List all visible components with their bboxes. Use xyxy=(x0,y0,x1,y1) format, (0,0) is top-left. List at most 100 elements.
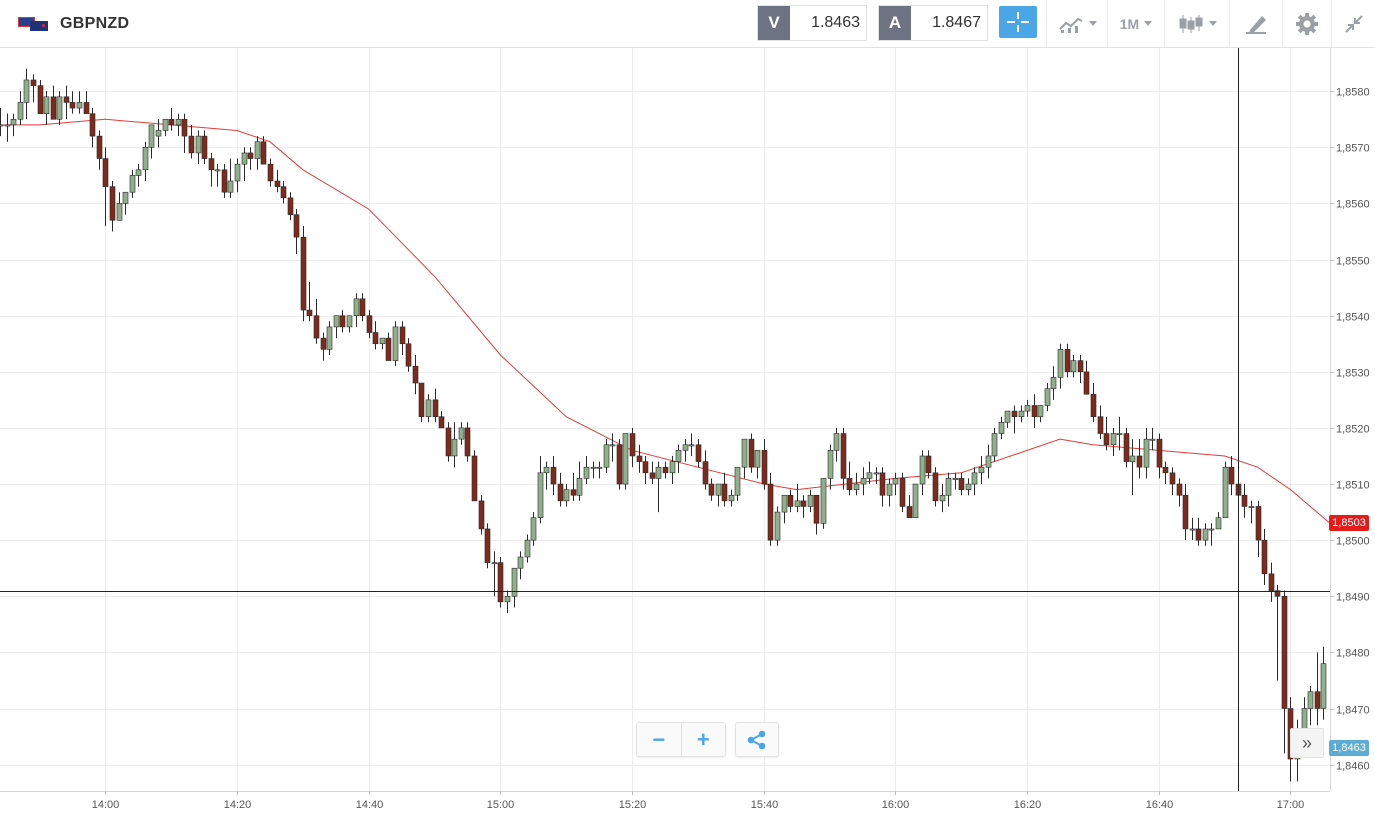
bearish-candle xyxy=(958,478,965,490)
bearish-candle xyxy=(399,326,406,345)
bearish-candle xyxy=(1123,433,1130,462)
y-tick-label: 1,8520 xyxy=(1336,424,1370,436)
bearish-candle xyxy=(800,500,807,507)
bearish-candle xyxy=(1274,590,1281,597)
bullish-candle xyxy=(952,478,959,480)
bearish-candle xyxy=(1090,393,1097,417)
bearish-candle xyxy=(385,337,392,361)
instrument-header[interactable]: GBPNZD xyxy=(18,10,129,38)
y-tick-label: 1,8530 xyxy=(1336,368,1370,380)
buy-label: A xyxy=(879,6,911,40)
bearish-candle xyxy=(932,472,939,502)
bearish-candle xyxy=(1031,405,1038,417)
scroll-to-latest-button[interactable]: » xyxy=(1290,728,1324,758)
bearish-candle xyxy=(616,444,623,485)
bullish-candle xyxy=(576,478,583,496)
timeframe-select[interactable]: 1M xyxy=(1107,0,1164,47)
bullish-candle xyxy=(853,483,860,490)
bearish-candle xyxy=(63,96,70,103)
bullish-candle xyxy=(162,118,169,131)
chart-type-icon xyxy=(1058,17,1082,33)
bullish-candle xyxy=(1037,405,1044,417)
bearish-candle xyxy=(30,79,37,86)
bearish-candle xyxy=(1268,573,1275,591)
bearish-candle xyxy=(366,315,373,333)
bullish-candle xyxy=(148,124,155,148)
chart-type-button[interactable] xyxy=(1046,0,1107,47)
bearish-candle xyxy=(1281,595,1288,709)
drawing-tools-button[interactable] xyxy=(1229,0,1282,47)
bearish-candle xyxy=(662,466,669,474)
bullish-candle xyxy=(353,298,360,316)
bearish-candle xyxy=(168,118,175,126)
bullish-candle xyxy=(195,135,202,154)
bearish-candle xyxy=(260,141,267,165)
collapse-button[interactable] xyxy=(1331,0,1375,47)
bullish-candle xyxy=(609,444,616,447)
bearish-candle xyxy=(1077,360,1084,373)
bullish-candle xyxy=(912,483,919,519)
zoom-controls: − + xyxy=(636,722,726,757)
crosshair-button[interactable] xyxy=(999,6,1037,38)
share-button[interactable] xyxy=(735,722,779,757)
bullish-candle xyxy=(56,96,63,120)
drawing-tools-icon xyxy=(1246,15,1266,34)
bullish-candle xyxy=(774,511,781,541)
bearish-candle xyxy=(188,135,195,154)
bullish-candle xyxy=(129,175,136,193)
bullish-candle xyxy=(886,483,893,496)
bearish-candle xyxy=(287,197,294,215)
zoom-out-button[interactable]: − xyxy=(652,726,666,752)
bullish-candle xyxy=(1149,438,1156,441)
sell-price-button[interactable]: V 1.8463 xyxy=(757,5,867,41)
bullish-candle xyxy=(254,141,261,159)
bearish-candle xyxy=(761,450,768,485)
bullish-candle xyxy=(10,118,17,126)
zoom-in-button[interactable]: + xyxy=(680,723,726,756)
settings-button[interactable] xyxy=(1282,0,1331,47)
bullish-candle xyxy=(1143,438,1150,468)
y-tick-label: 1,8510 xyxy=(1336,480,1370,492)
bullish-candle xyxy=(76,102,83,109)
bullish-candle xyxy=(425,399,432,417)
bearish-candle xyxy=(471,455,478,502)
buy-price-button[interactable]: A 1.8467 xyxy=(878,5,988,41)
bullish-candle xyxy=(0,124,4,127)
bearish-candle xyxy=(83,102,90,114)
x-tick-label: 16:20 xyxy=(1014,799,1042,811)
bullish-candle xyxy=(1248,506,1255,508)
bullish-candle xyxy=(135,169,142,176)
bullish-candle xyxy=(1050,377,1057,389)
bullish-candle xyxy=(214,169,221,172)
crosshair-lines xyxy=(0,48,1330,791)
y-tick-label: 1,8560 xyxy=(1336,199,1370,211)
bullish-candle xyxy=(346,315,353,328)
bullish-candle xyxy=(939,494,946,502)
bullish-candle xyxy=(333,315,340,328)
collapse-icon xyxy=(1345,14,1363,33)
buy-price: 1.8467 xyxy=(911,6,987,40)
bearish-candle xyxy=(813,494,820,524)
bearish-candle xyxy=(840,433,847,479)
price-chart[interactable]: 1,8460 1,8470 1,8480 1,8490 1,8500 1,8510 1,85… xyxy=(0,48,1375,817)
bullish-candle xyxy=(175,118,182,126)
bullish-candle xyxy=(688,444,695,447)
candle-style-button[interactable] xyxy=(1164,0,1229,47)
bullish-candle xyxy=(1004,410,1011,423)
bearish-candle xyxy=(1195,528,1202,541)
bearish-candle xyxy=(181,118,188,137)
bearish-candle xyxy=(570,489,577,496)
bullish-candle xyxy=(892,478,899,485)
bearish-candle xyxy=(1228,466,1235,485)
y-tick-label: 1,8540 xyxy=(1336,312,1370,324)
bullish-candle xyxy=(17,102,24,120)
bullish-candle xyxy=(155,130,162,137)
chart-axes: 1,8460 1,8470 1,8480 1,8490 1,8500 1,8510 1,85… xyxy=(0,48,1370,811)
bearish-candle xyxy=(300,236,307,311)
y-tick-label: 1,8550 xyxy=(1336,256,1370,268)
bearish-candle xyxy=(1083,371,1090,395)
y-tick-label: 1,8480 xyxy=(1336,648,1370,660)
bullish-candle xyxy=(451,438,458,457)
bullish-candle xyxy=(491,562,498,565)
y-tick-label: 1,8580 xyxy=(1336,87,1370,99)
